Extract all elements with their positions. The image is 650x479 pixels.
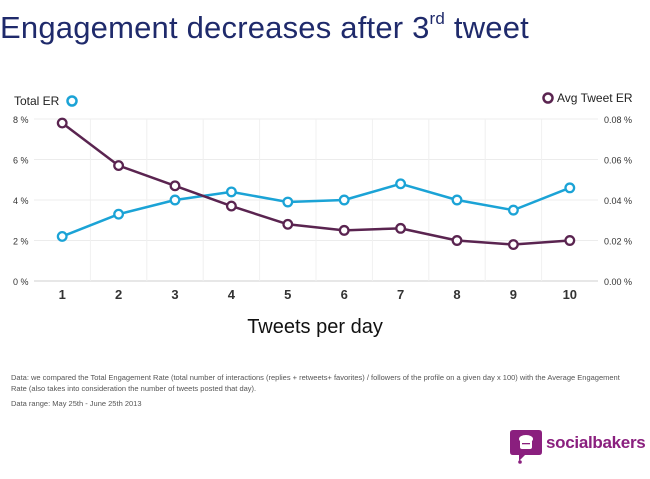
x-tick-label: 5 bbox=[284, 287, 291, 302]
x-tick-label: 9 bbox=[510, 287, 517, 302]
data-point-avg-tweet-er bbox=[564, 235, 576, 246]
y-right-tick-label: 0.02 % bbox=[604, 237, 632, 247]
socialbakers-logo-icon bbox=[510, 430, 542, 464]
data-point-total-er bbox=[395, 178, 407, 190]
x-tick-label: 10 bbox=[563, 287, 577, 302]
page-title: Engagement decreases after 3rd tweet bbox=[0, 10, 529, 46]
data-point-avg-tweet-er bbox=[113, 160, 125, 172]
title-main: Engagement decreases after 3 bbox=[0, 10, 430, 45]
y-left-tick-label: 2 % bbox=[13, 237, 29, 247]
y-right-tick-label: 0.00 % bbox=[604, 277, 632, 287]
data-range: Data range: May 25th - June 25th 2013 bbox=[11, 399, 142, 408]
data-point-total-er bbox=[56, 230, 68, 242]
data-point-total-er bbox=[225, 186, 237, 198]
data-point-avg-tweet-er bbox=[282, 218, 294, 230]
y-right-tick-label: 0.04 % bbox=[604, 196, 632, 206]
y-left-tick-label: 0 % bbox=[13, 277, 29, 287]
x-tick-label: 3 bbox=[171, 287, 178, 302]
x-tick-label: 2 bbox=[115, 287, 122, 302]
data-point-avg-tweet-er bbox=[56, 117, 68, 129]
legend-avg-tweet-er-marker bbox=[542, 92, 554, 104]
y-left-tick-label: 4 % bbox=[13, 196, 29, 206]
data-point-total-er bbox=[564, 182, 576, 194]
x-tick-label: 1 bbox=[59, 287, 66, 302]
data-point-avg-tweet-er bbox=[225, 200, 237, 212]
y-right-tick-label: 0.06 % bbox=[604, 156, 632, 166]
chart-series bbox=[56, 117, 576, 251]
data-point-total-er bbox=[451, 194, 463, 206]
x-tick-label: 4 bbox=[228, 287, 236, 302]
legend-avg-tweet-er-label: Avg Tweet ER bbox=[557, 91, 633, 105]
x-tick-label: 8 bbox=[453, 287, 460, 302]
legend-total-er-label: Total ER bbox=[14, 94, 60, 108]
data-point-total-er bbox=[169, 194, 181, 206]
y-axis-right-ticks: 0.00 % 0.02 % 0.04 % 0.06 % 0.08 % bbox=[604, 115, 632, 287]
data-point-total-er bbox=[338, 194, 350, 206]
data-point-avg-tweet-er bbox=[507, 239, 519, 251]
series-line-avg-tweet-er bbox=[61, 122, 570, 246]
data-point-total-er bbox=[113, 208, 125, 220]
x-axis-ticks: 1 2 3 4 5 6 7 8 9 10 bbox=[59, 287, 577, 302]
legend-total-er-marker bbox=[66, 95, 78, 107]
x-tick-label: 6 bbox=[341, 287, 348, 302]
x-axis-title: Tweets per day bbox=[247, 316, 383, 338]
data-point-total-er bbox=[282, 196, 294, 208]
series-line-total-er bbox=[61, 182, 571, 238]
data-point-total-er bbox=[507, 204, 519, 216]
line-chart: 0 % 2 % 4 % 6 % 8 % 0.00 % 0.02 % 0.04 % 0.06 %… bbox=[13, 91, 633, 338]
title-suffix: tweet bbox=[445, 10, 529, 45]
title-superscript: rd bbox=[429, 9, 446, 28]
socialbakers-logo: socialbakers bbox=[509, 428, 646, 464]
data-point-avg-tweet-er bbox=[169, 180, 181, 192]
y-left-tick-label: 6 % bbox=[13, 156, 29, 166]
y-axis-left-ticks: 0 % 2 % 4 % 6 % 8 % bbox=[13, 115, 29, 287]
x-tick-label: 7 bbox=[397, 287, 404, 302]
data-point-avg-tweet-er bbox=[395, 222, 407, 234]
y-left-tick-label: 8 % bbox=[13, 115, 29, 125]
data-point-avg-tweet-er bbox=[338, 224, 350, 236]
socialbakers-logo-text: socialbakers bbox=[546, 433, 646, 452]
y-right-tick-label: 0.08 % bbox=[604, 115, 632, 125]
data-note: Data: we compared the Total Engagement R… bbox=[11, 373, 620, 393]
data-point-avg-tweet-er bbox=[451, 235, 463, 246]
